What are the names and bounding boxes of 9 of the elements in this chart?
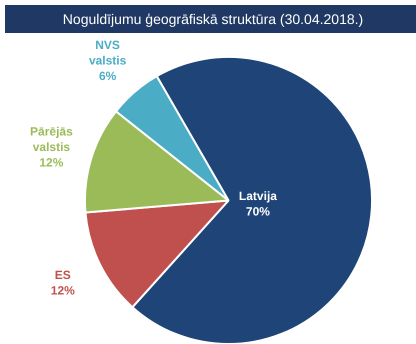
slice-label: Latvija xyxy=(238,188,278,203)
data-label: 12% xyxy=(39,155,64,170)
data-label: 70% xyxy=(246,204,270,218)
data-label: 12% xyxy=(50,283,76,298)
slice-label: NVS valstis xyxy=(88,38,127,68)
chart-title: Noguldījumu ģeogrāfiskā struktūra (30.04.2018.) xyxy=(62,10,364,29)
data-label: 6% xyxy=(98,68,117,83)
slice-label: ES xyxy=(54,268,71,282)
slice-label: Pārējās valstis xyxy=(30,124,74,154)
